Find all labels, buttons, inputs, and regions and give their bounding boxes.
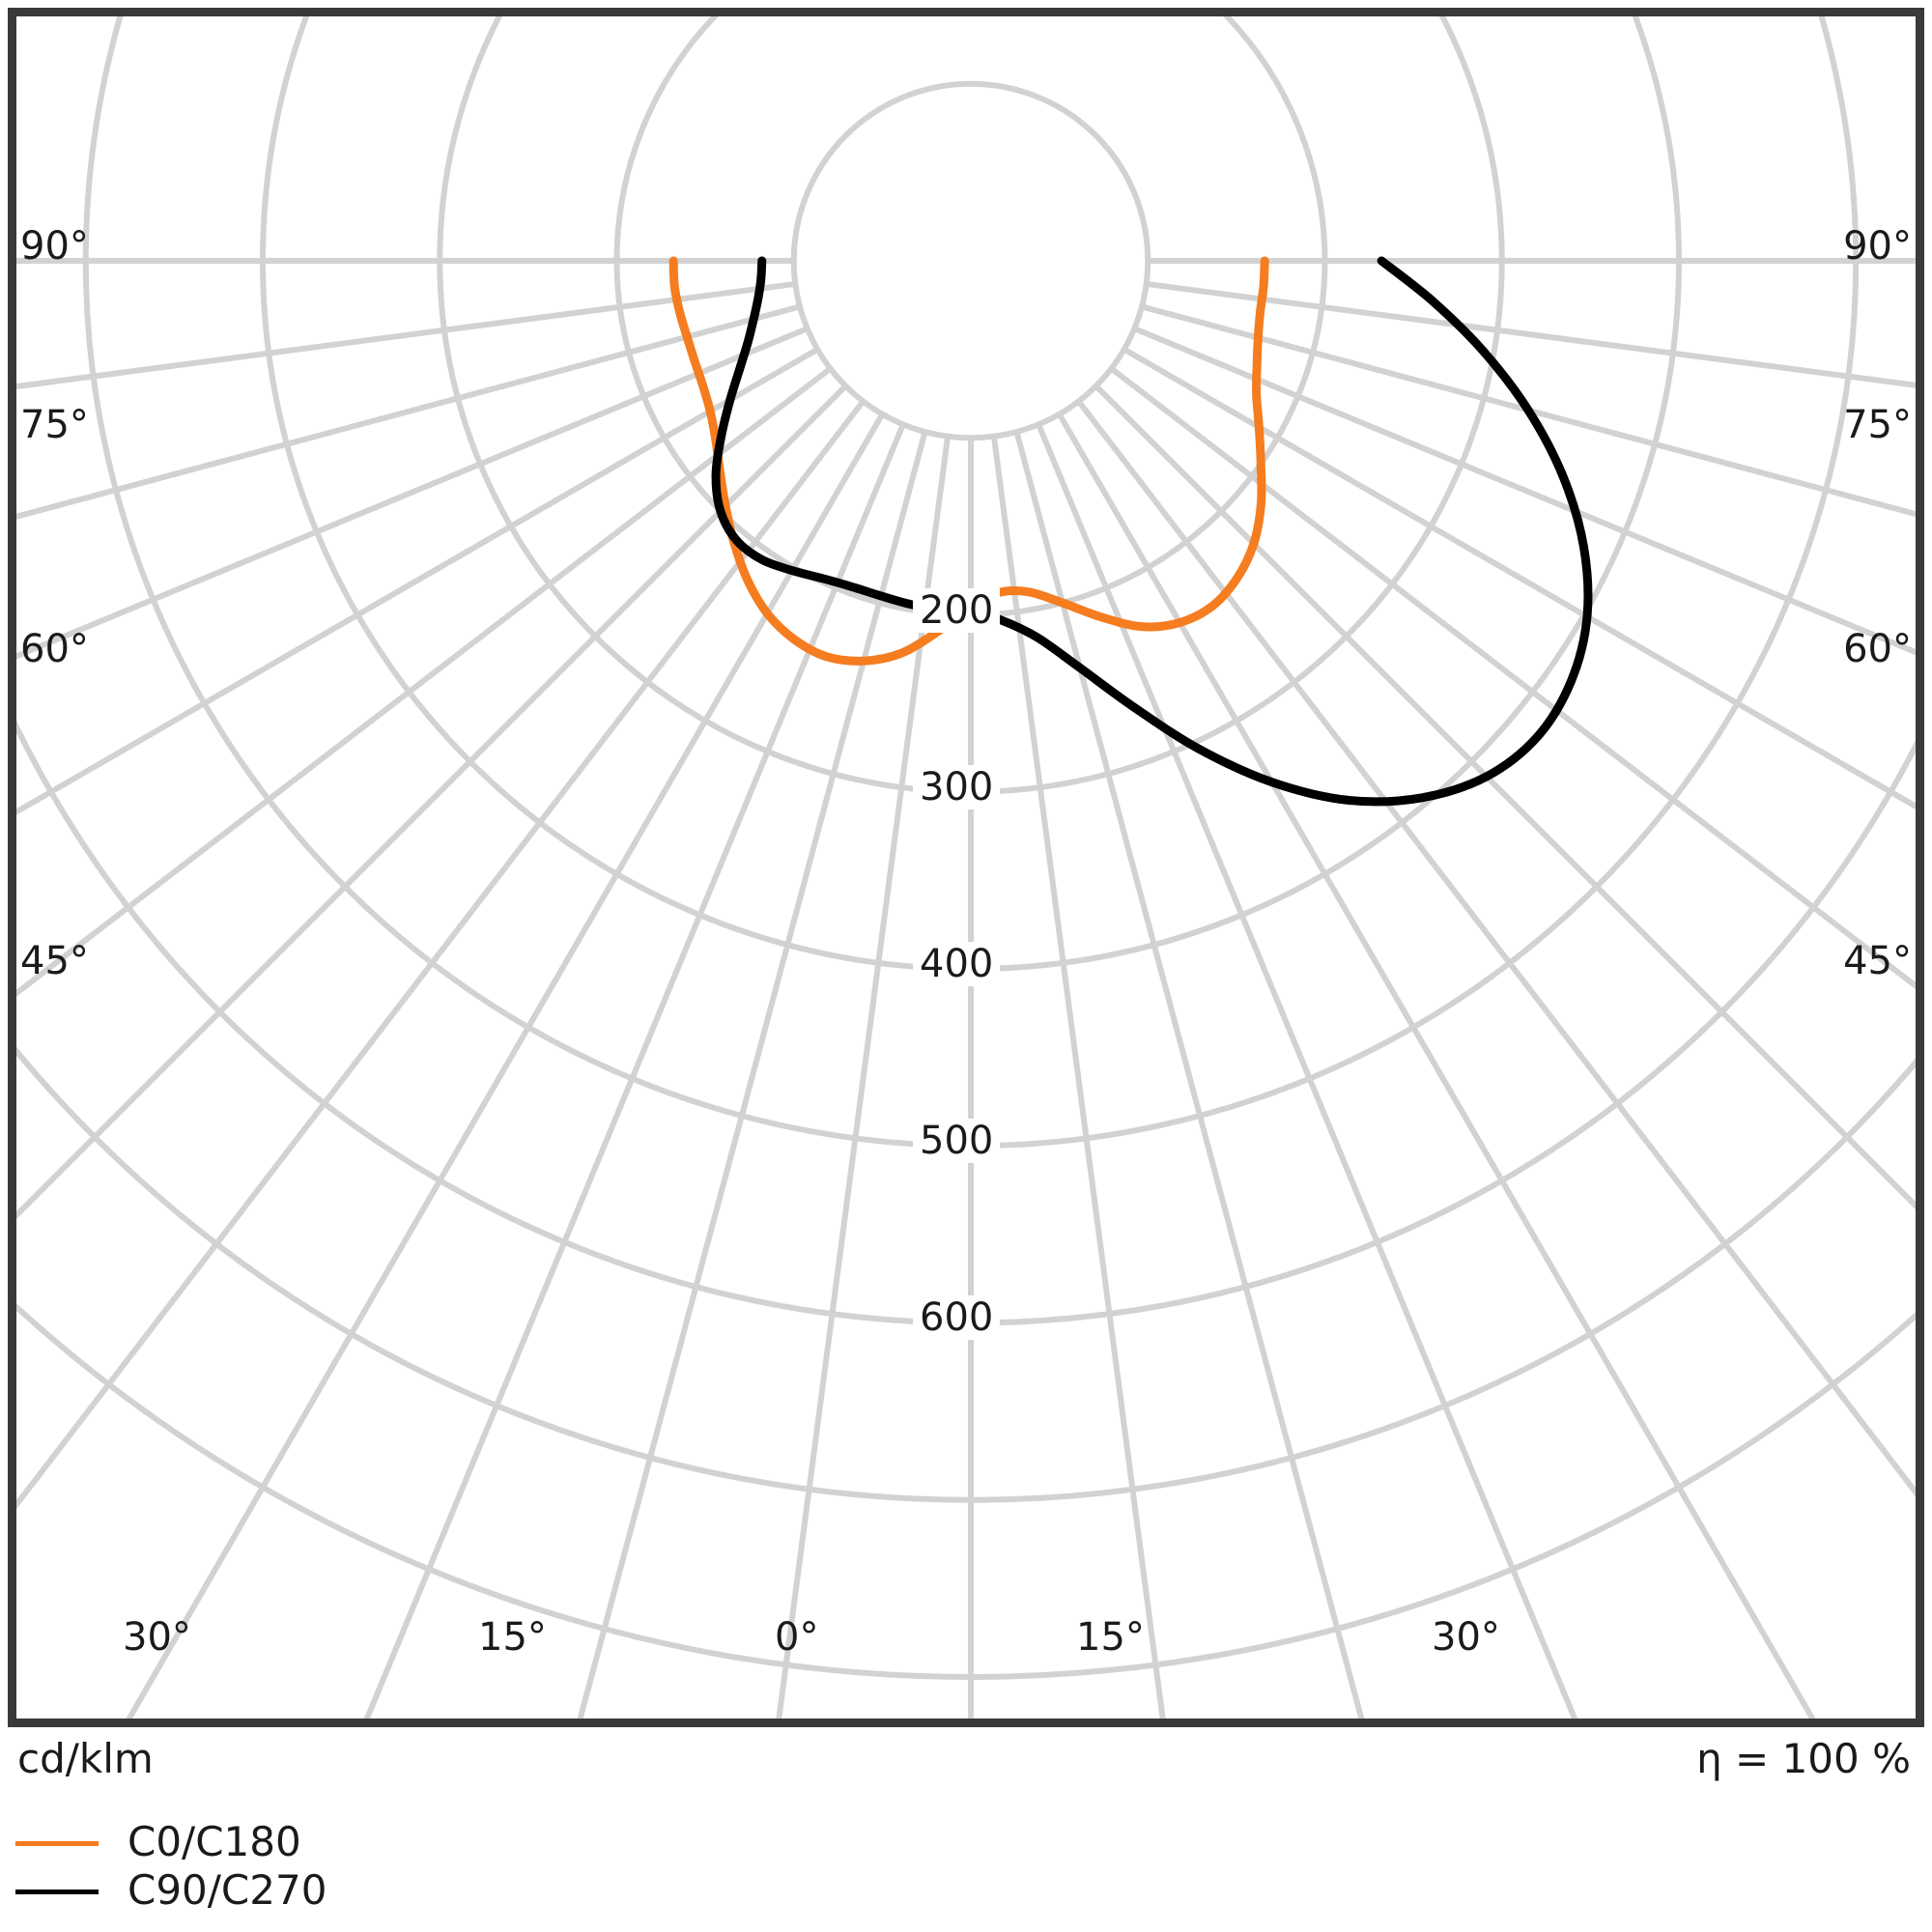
legend-swatch-c90 — [15, 1889, 99, 1894]
radial-tick-600: 600 — [913, 1295, 1001, 1340]
angular-tick-right-0: 90° — [1843, 224, 1912, 269]
legend-swatch-c0 — [15, 1841, 99, 1846]
legend: C0/C180 C90/C270 — [15, 1820, 692, 1917]
radial-tick-500: 500 — [913, 1119, 1001, 1163]
radial-tick-200: 200 — [913, 588, 1001, 633]
legend-label-c0: C0/C180 — [128, 1818, 301, 1865]
angular-tick-bottom-1: 15° — [478, 1615, 547, 1660]
legend-label-c90: C90/C270 — [128, 1866, 327, 1914]
legend-item-c90: C90/C270 — [15, 1868, 692, 1917]
efficiency-label: η = 100 % — [1696, 1735, 1911, 1782]
angular-tick-bottom-3: 15° — [1076, 1615, 1145, 1660]
unit-label: cd/klm — [17, 1735, 154, 1782]
angular-tick-right-2: 60° — [1843, 627, 1912, 671]
polar-grid-and-curves — [16, 16, 1916, 1719]
radial-tick-400: 400 — [913, 942, 1001, 986]
radial-tick-300: 300 — [913, 765, 1001, 810]
angular-tick-left-1: 75° — [20, 403, 89, 447]
angular-tick-bottom-4: 30° — [1432, 1615, 1500, 1660]
angular-tick-left-2: 60° — [20, 627, 89, 671]
angular-tick-left-0: 90° — [20, 224, 89, 269]
footer-row: cd/klm η = 100 % — [0, 1735, 1932, 1803]
legend-item-c0: C0/C180 — [15, 1820, 692, 1868]
angular-tick-right-1: 75° — [1843, 403, 1912, 447]
angular-tick-right-3: 45° — [1843, 939, 1912, 983]
angular-tick-bottom-0: 30° — [123, 1615, 191, 1660]
angular-tick-bottom-2: 0° — [775, 1615, 819, 1660]
plot-area: 90° 75° 60° 45° 90° 75° 60° 45° 30° 15° 0° 15° 30°… — [8, 8, 1924, 1727]
angular-tick-left-3: 45° — [20, 939, 89, 983]
